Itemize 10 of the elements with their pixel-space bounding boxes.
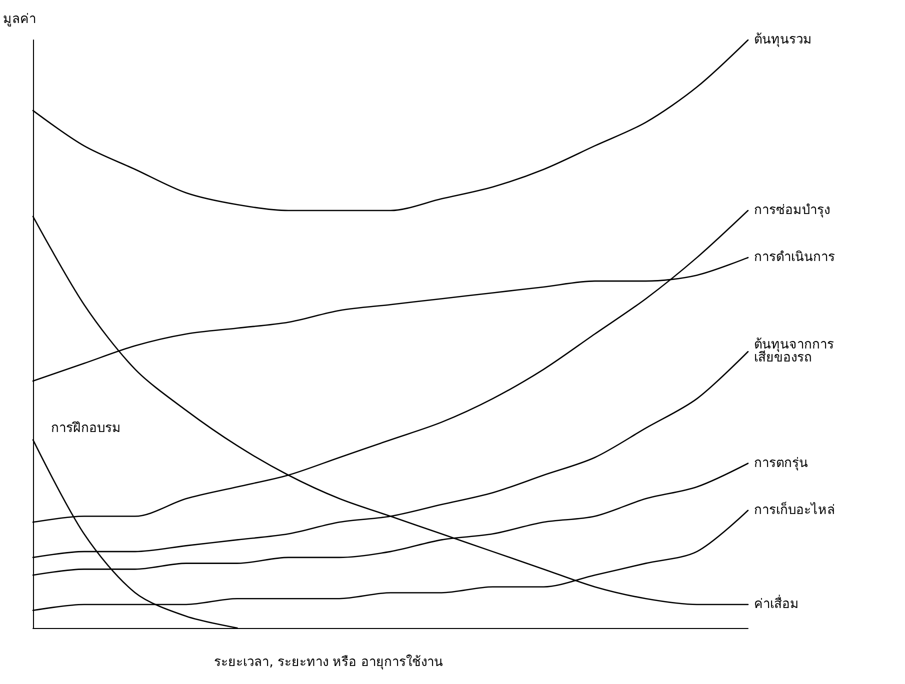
series-label: การตกรุ่น — [754, 456, 808, 471]
series-label: ต้นทุนรวม — [754, 32, 812, 48]
series-label: การซ่อมบำรุง — [754, 203, 830, 218]
x-axis-title: ระยะเวลา, ระยะทาง หรือ อายุการใช้งาน — [214, 654, 443, 670]
series-label: ต้นทุนจากการ เสียของรถ — [754, 338, 834, 366]
series-label: การเก็บอะไหล่ — [754, 500, 835, 518]
series-label: การฝึกอบรม — [51, 420, 121, 436]
y-axis-title: มูลค่า — [3, 12, 36, 27]
series-label: ค่าเสื่อม — [754, 594, 799, 612]
series-label: การดำเนินการ — [754, 250, 835, 266]
